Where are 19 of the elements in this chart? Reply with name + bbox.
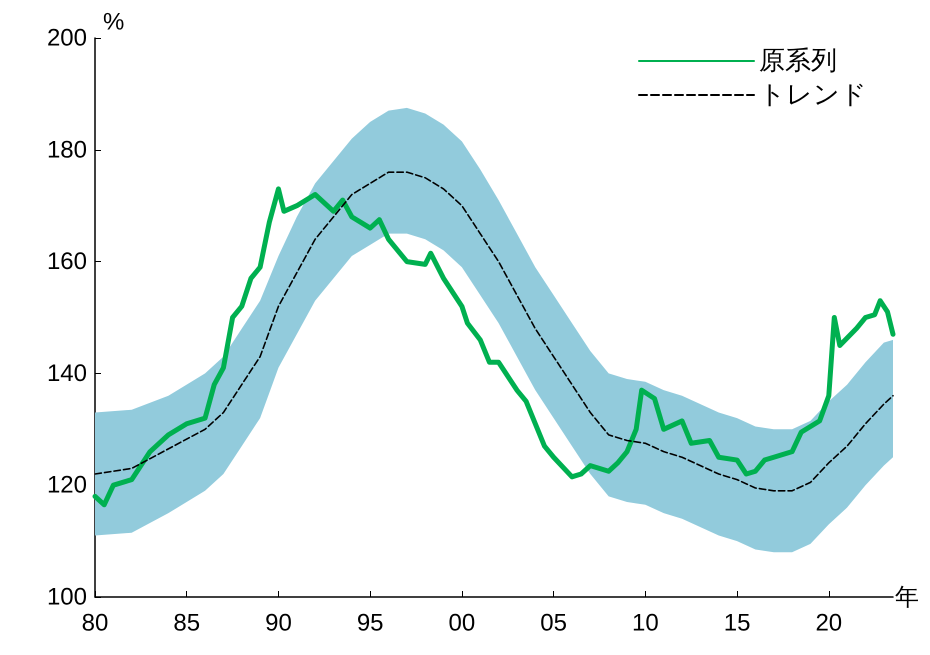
x-tick-label: 10 bbox=[632, 610, 659, 636]
x-tick-label: 00 bbox=[448, 610, 476, 636]
x-tick-label: 95 bbox=[356, 610, 384, 636]
x-tick-label: 80 bbox=[82, 610, 108, 636]
y-tick-label: 100 bbox=[46, 584, 87, 610]
y-tick-label: 140 bbox=[46, 360, 87, 387]
x-axis-title: 年 bbox=[895, 583, 919, 611]
x-tick-label: 05 bbox=[540, 610, 567, 636]
y-tick-label: 200 bbox=[46, 24, 87, 52]
legend-label: トレンド bbox=[759, 80, 867, 110]
x-tick-label: 85 bbox=[173, 610, 200, 636]
legend-label: 原系列 bbox=[759, 46, 837, 76]
x-tick-label: 90 bbox=[265, 610, 292, 636]
y-axis-title: % bbox=[103, 8, 124, 36]
y-tick-label: 160 bbox=[46, 248, 87, 276]
x-tick-label: 20 bbox=[815, 610, 842, 636]
y-tick-label: 180 bbox=[46, 136, 87, 164]
x-tick-label: 15 bbox=[724, 610, 750, 636]
y-tick-label: 120 bbox=[46, 472, 87, 499]
